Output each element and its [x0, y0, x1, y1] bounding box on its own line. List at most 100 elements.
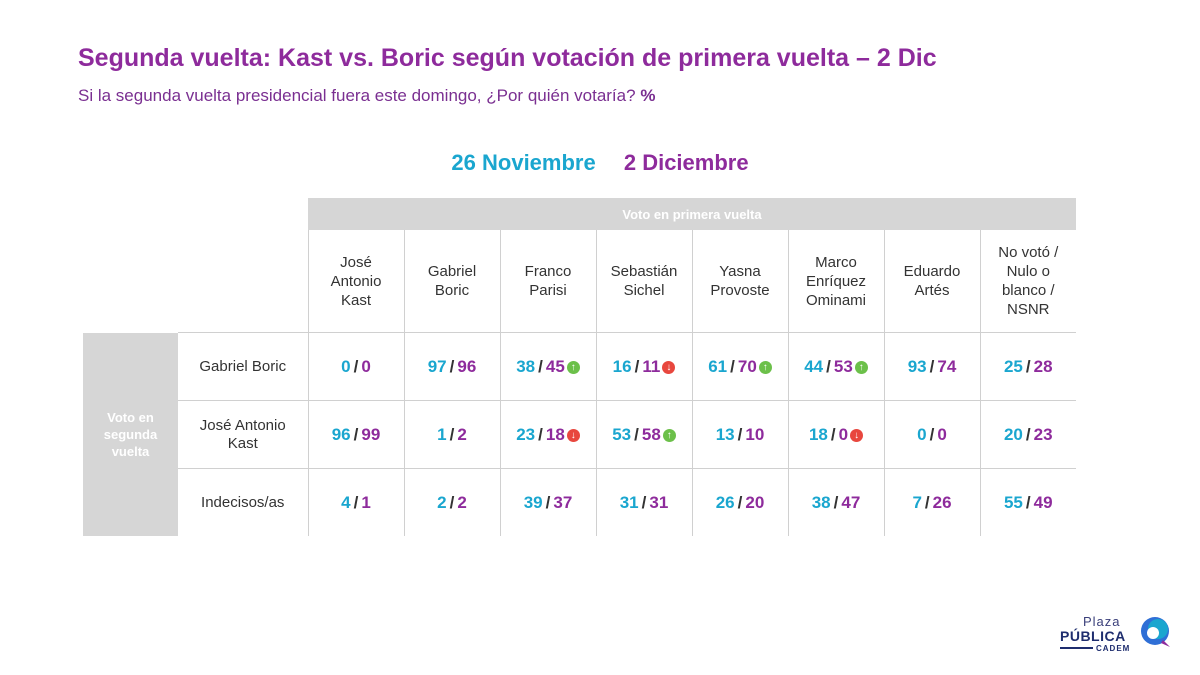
value-separator: / [737, 424, 743, 444]
group-header-row: Voto en primera vuelta [83, 198, 1076, 230]
value-separator: / [830, 424, 836, 444]
arrow-up-icon: ↑ [566, 360, 580, 374]
subtitle-text: Si la segunda vuelta presidencial fuera … [78, 86, 636, 105]
data-cell: 1/2 [403, 400, 500, 469]
value-separator: / [730, 356, 735, 376]
column-header-line: Nulo o [1006, 263, 1050, 280]
column-header-line: Gabriel [427, 263, 477, 280]
value-separator: / [641, 492, 647, 512]
data-cell: 97/96 [403, 332, 500, 401]
data-cell: 0/0 [883, 400, 980, 469]
column-header-line: Eduardo [903, 263, 961, 280]
data-cell: 16/11 ↓ [595, 332, 692, 401]
value-separator: / [826, 356, 831, 376]
value-separator: / [449, 356, 455, 376]
value-2-diciembre: 74 [937, 356, 957, 376]
value-separator: / [833, 492, 839, 512]
column-header-line: Antonio [330, 272, 382, 290]
subtitle-unit: % [640, 86, 656, 105]
value-separator: / [929, 424, 935, 444]
column-group-header: Voto en primera vuelta [308, 198, 1076, 230]
value-26-noviembre: 38 [811, 492, 831, 512]
value-26-noviembre: 16 [612, 356, 632, 376]
value-26-noviembre: 55 [1003, 492, 1023, 512]
data-cell: 26/20 [691, 468, 788, 536]
row-label: José Antonio Kast [178, 400, 308, 469]
table-row: José Antonio Kast 96/99 1/2 23/18 ↓ 53/58 ↑ 13/1… [83, 400, 1076, 469]
column-header-line: Sebastián [610, 263, 678, 280]
arrow-up-icon: ↑ [854, 360, 868, 374]
row-group-line: Voto en [107, 409, 154, 425]
row-label-line: Kast [227, 434, 258, 452]
value-26-noviembre: 13 [715, 424, 735, 444]
column-header: José Antonio Kast [307, 230, 404, 333]
speech-bubble-icon [1141, 617, 1170, 647]
value-26-noviembre: 25 [1003, 356, 1023, 376]
value-2-diciembre: 28 [1033, 356, 1053, 376]
value-separator: / [634, 424, 639, 444]
value-2-diciembre: 53 [833, 356, 853, 376]
column-header-line: Boric [434, 282, 470, 299]
value-2-diciembre: 37 [553, 492, 573, 512]
column-header-line: Provoste [710, 282, 770, 299]
value-2-diciembre: 47 [841, 492, 861, 512]
legend-series-2: 2 Diciembre [623, 150, 749, 175]
data-cell: 13/10 [691, 400, 788, 469]
value-2-diciembre: 96 [457, 356, 477, 376]
data-cell: 55/49 [979, 468, 1076, 536]
value-2-diciembre: 26 [932, 492, 952, 512]
data-cell: 7/26 [883, 468, 980, 536]
value-2-diciembre: 20 [745, 492, 765, 512]
value-2-diciembre: 0 [937, 424, 947, 444]
column-header-line: Artés [914, 282, 950, 299]
table-row: Indecisos/as 4/1 2/2 39/37 31/31 26/20 38/47 7/… [83, 468, 1076, 536]
arrow-down-icon: ↓ [850, 428, 864, 442]
column-header-line: Yasna [719, 263, 761, 280]
value-2-diciembre: 99 [361, 424, 381, 444]
row-label: Gabriel Boric [178, 332, 308, 401]
value-26-noviembre: 23 [516, 424, 536, 444]
column-header-line: Ominami [805, 291, 866, 309]
chart-subtitle: Si la segunda vuelta presidencial fuera … [78, 86, 655, 106]
logo-text-plaza: Plaza [1083, 614, 1121, 629]
column-header-line: Parisi [529, 282, 567, 299]
logo-underline [1060, 647, 1093, 649]
column-header-label: Marco Enríquez Ominami [806, 253, 866, 310]
value-26-noviembre: 2 [437, 492, 447, 512]
value-26-noviembre: 18 [808, 424, 828, 444]
value-26-noviembre: 20 [1003, 424, 1023, 444]
value-separator: / [634, 356, 640, 376]
column-header: Franco Parisi [499, 230, 596, 333]
row-group-header: Voto en segunda vuelta [83, 332, 178, 536]
data-cell: 61/70 ↑ [691, 332, 788, 401]
value-separator: / [737, 492, 743, 512]
value-26-noviembre: 96 [331, 424, 351, 444]
row-label-line: José Antonio [199, 416, 286, 434]
value-separator: / [449, 424, 455, 444]
data-cell: 20/23 [979, 400, 1076, 469]
column-header-label: José Antonio Kast [331, 253, 382, 310]
row-group-line: vuelta [111, 443, 150, 459]
chart-title: Segunda vuelta: Kast vs. Boric según vot… [78, 44, 937, 72]
value-26-noviembre: 1 [437, 424, 447, 444]
data-cell: 44/53 ↑ [787, 332, 884, 401]
data-cell: 31/31 [595, 468, 692, 536]
data-cell: 2/2 [403, 468, 500, 536]
column-header: Sebastián Sichel [595, 230, 692, 333]
data-cell: 93/74 [883, 332, 980, 401]
column-header-label: Franco Parisi [525, 262, 572, 300]
data-cell: 38/45 ↑ [499, 332, 596, 401]
data-cell: 18/0 ↓ [787, 400, 884, 469]
value-2-diciembre: 31 [649, 492, 669, 512]
value-26-noviembre: 26 [715, 492, 735, 512]
arrow-up-icon: ↑ [662, 428, 676, 442]
value-26-noviembre: 61 [708, 356, 728, 376]
value-separator: / [353, 492, 359, 512]
column-header: No votó / Nulo o blanco / NSNR [979, 230, 1076, 333]
column-header-line: No votó / [998, 244, 1059, 261]
column-header-line: blanco / [1001, 282, 1055, 299]
column-header: Marco Enríquez Ominami [787, 230, 884, 333]
data-cell: 0/0 [307, 332, 404, 401]
value-26-noviembre: 44 [804, 356, 824, 376]
value-separator: / [449, 492, 455, 512]
